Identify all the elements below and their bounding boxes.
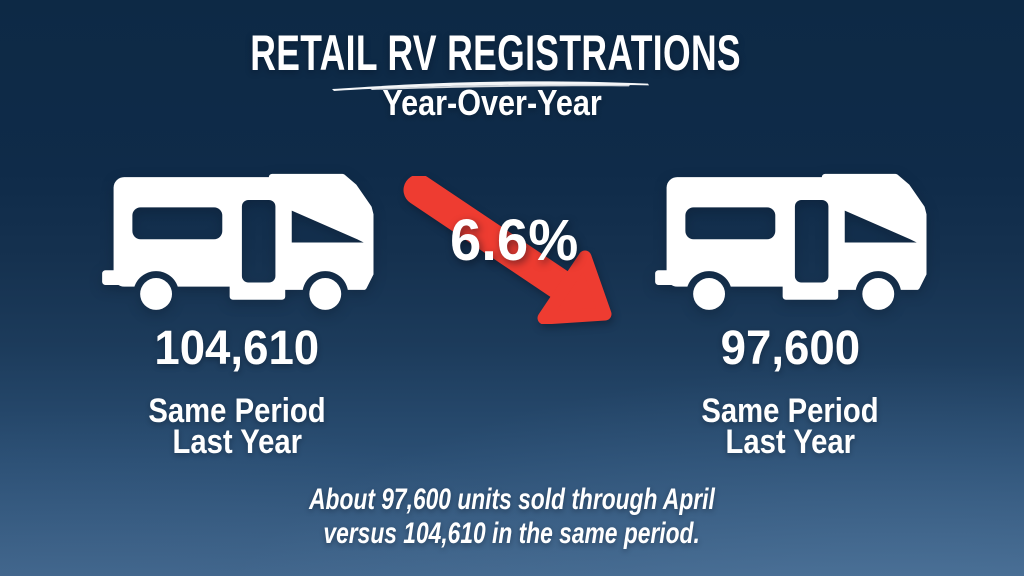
last-year-label-line2: Last Year — [172, 423, 302, 461]
last-year-value: 104,610 — [96, 325, 378, 373]
figure-current-period: 97,600 Same Period Last Year — [648, 0, 932, 576]
last-year-label: Same Period Last Year — [96, 392, 378, 461]
rv-motorhome-icon — [101, 172, 374, 313]
current-label-line2: Last Year — [725, 423, 855, 461]
page-subtitle: Year-Over-Year — [0, 85, 1004, 121]
figure-last-year: 104,610 Same Period Last Year — [96, 0, 378, 576]
summary-caption: About 97,600 units sold through April ve… — [0, 483, 1024, 551]
percent-change-text: 6.6% — [449, 208, 579, 273]
page-subtitle-text: Year-Over-Year — [382, 82, 602, 123]
current-value: 97,600 — [648, 325, 932, 373]
summary-caption-line1: About 97,600 units sold through April — [309, 483, 715, 516]
summary-caption-line2: versus 104,610 in the same period. — [323, 517, 701, 550]
brush-stroke-underline-icon — [332, 81, 649, 91]
current-value-text: 97,600 — [720, 322, 860, 375]
rv-motorhome-icon — [654, 172, 927, 313]
page-title-text: RETAIL RV REGISTRATIONS — [250, 25, 742, 81]
current-label-line1: Same Period — [701, 392, 879, 430]
percent-change-value: 6.6% — [398, 212, 630, 270]
page-title: RETAIL RV REGISTRATIONS — [0, 28, 1008, 78]
downward-trend-arrow-icon — [403, 176, 612, 324]
last-year-value-text: 104,610 — [154, 322, 320, 375]
current-label: Same Period Last Year — [648, 392, 932, 461]
last-year-label-line1: Same Period — [148, 392, 326, 430]
